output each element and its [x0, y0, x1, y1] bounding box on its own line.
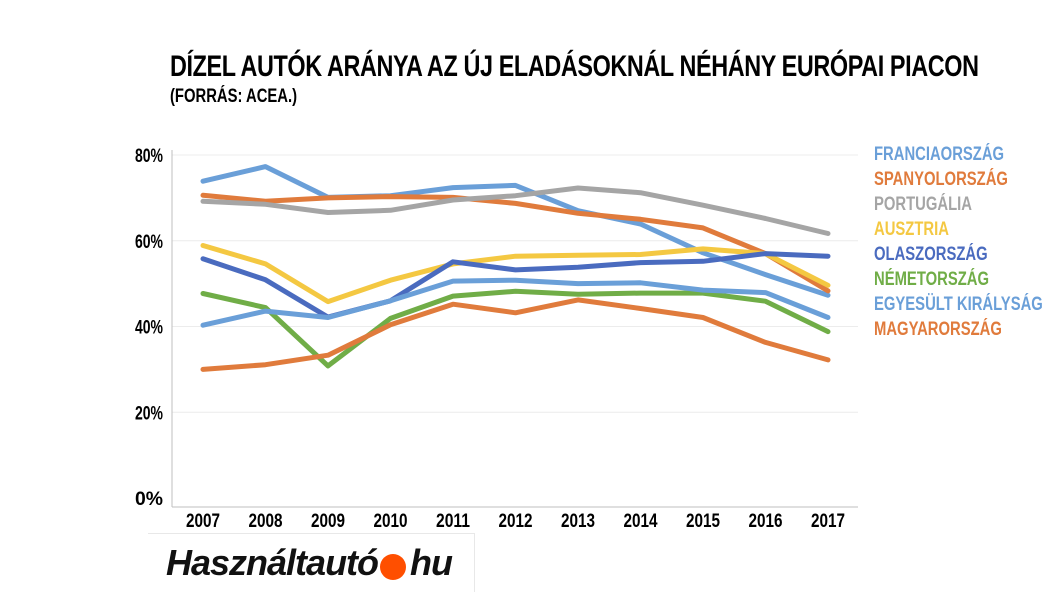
x-tick-label: 2015	[686, 511, 720, 532]
brand-dot-icon	[380, 554, 406, 580]
x-tick-label: 2017	[811, 511, 845, 532]
legend-entry: SPANYOLORSZÁG	[874, 169, 1008, 190]
x-tick-label: 2012	[499, 511, 533, 532]
x-tick-label: 2008	[249, 511, 283, 532]
axes	[171, 150, 858, 508]
series-line	[200, 243, 831, 305]
legend-entry: OLASZORSZÁG	[874, 244, 988, 265]
series-line	[200, 192, 831, 294]
x-tick-label: 2011	[436, 511, 470, 532]
brand-name: Használtautó	[166, 542, 379, 583]
legend-entry: NÉMETORSZÁG	[874, 269, 990, 290]
x-tick-label: 2013	[561, 511, 595, 532]
series-line	[200, 251, 831, 320]
legend-entry: AUSZTRIA	[874, 219, 949, 240]
y-tick-labels: 0% 20% 40% 60% 80%	[135, 146, 163, 510]
x-tick-labels: 2007 2008 2009 2010 2011 2012 2013 2014 2015 2016…	[186, 511, 845, 532]
series-line	[200, 277, 831, 328]
y-tick-label: 60%	[135, 232, 163, 253]
x-tick-label: 2009	[311, 511, 345, 532]
legend: FRANCIAORSZÁG SPANYOLORSZÁG PORTUGÁLIA AUSZ…	[874, 144, 1063, 344]
series-line	[200, 185, 831, 236]
series-line	[200, 164, 831, 298]
x-tick-label: 2007	[186, 511, 220, 532]
brand-logo: Használtautó hu	[148, 533, 475, 592]
x-tick-label: 2016	[749, 511, 783, 532]
chart-title: DÍZEL AUTÓK ARÁNYA AZ ÚJ ELADÁSOKNÁL NÉH…	[170, 50, 979, 83]
y-tick-label: 20%	[135, 403, 163, 424]
chart-subtitle: (FORRÁS: ACEA.)	[170, 86, 298, 107]
x-tick-label: 2010	[374, 511, 408, 532]
y-tick-label: 80%	[135, 146, 163, 167]
series-lines	[200, 164, 831, 372]
legend-entry: MAGYARORSZÁG	[874, 319, 1002, 340]
brand-suffix: hu	[410, 542, 453, 583]
legend-entry: FRANCIAORSZÁG	[874, 144, 1005, 165]
y-tick-label: 40%	[135, 318, 163, 339]
series-line	[200, 297, 831, 372]
legend-entry: EGYESÜLT KIRÁLYSÁG	[874, 294, 1043, 315]
y-tick-label: 0%	[135, 489, 163, 510]
x-tick-label: 2014	[624, 511, 658, 532]
legend-entry: PORTUGÁLIA	[874, 194, 972, 215]
series-line	[200, 288, 831, 369]
